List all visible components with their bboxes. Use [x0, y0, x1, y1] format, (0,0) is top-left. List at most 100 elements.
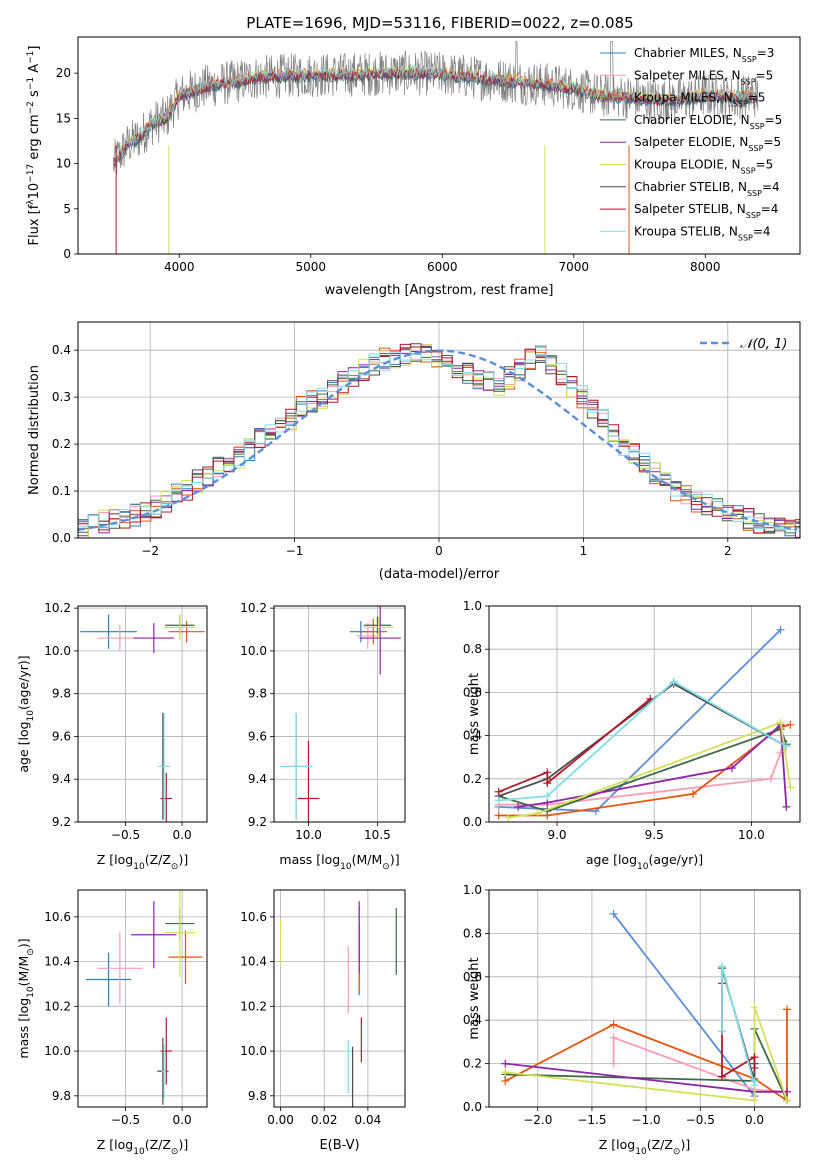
errorbar-points — [80, 614, 205, 822]
axes-frame — [488, 605, 801, 823]
massweight-point-marker — [782, 802, 791, 811]
massweight-point-marker — [750, 1053, 759, 1062]
x-tick-label: 5000 — [296, 260, 327, 274]
label-part: (Z/Z — [647, 1137, 673, 1152]
label-part: Z [log — [97, 852, 133, 867]
spectrum-panel: 4000 5000 6000 7000 8000 0 5 10 15 20 wavelength [… — [26, 36, 801, 298]
histogram-series — [78, 351, 800, 532]
massweight-point-marker — [717, 1027, 726, 1036]
y-tick-label: 10.0 — [44, 644, 71, 658]
x-tick-label: 0.00 — [267, 1113, 294, 1127]
histogram-series — [78, 345, 800, 537]
label-part: 10 — [637, 862, 649, 872]
spectrum-lines — [113, 41, 759, 254]
label-part: ⊙ — [171, 1147, 179, 1157]
y-axis-label: Normed distribution — [27, 365, 42, 495]
label-part: −1 — [26, 77, 36, 90]
y-axis-label: age [log10(age/yr)] — [16, 655, 36, 772]
y-tick-label: 1.0 — [463, 599, 482, 613]
y-tick-label: 10.2 — [44, 601, 71, 615]
massweight-point-marker — [782, 742, 791, 751]
x-tick-label: −1.5 — [577, 1113, 606, 1127]
massweight-point-marker — [750, 1076, 759, 1085]
y-tick-label: 9.6 — [52, 729, 71, 743]
y-tick-label: 10 — [56, 157, 71, 171]
y-tick-label: 0.8 — [463, 926, 482, 940]
x-tick-label: 9.5 — [645, 828, 664, 842]
label-part: (M/M — [352, 852, 383, 867]
legend-text: =5 — [756, 158, 774, 172]
legend-text: =3 — [757, 46, 775, 60]
x-tick-label: 9.0 — [547, 828, 566, 842]
label-part: (Z/Z — [145, 852, 171, 867]
x-axis-label: age [log10(age/yr)] — [586, 852, 703, 872]
y-tick-label: 9.4 — [248, 772, 267, 786]
legend-label: Chabrier ELODIE, NSSP=5 — [634, 113, 782, 130]
legend-label: Kroupa MILES, NSSP=5 — [634, 91, 765, 109]
x-axis-label: E(B-V) — [319, 1138, 359, 1153]
y-tick-label: 9.2 — [248, 815, 267, 829]
label-part: )] — [16, 938, 31, 948]
x-axis-label: Z [log10(Z/Z⊙)] — [97, 1137, 188, 1157]
massweight-series-line — [518, 722, 788, 808]
label-part: −2 — [26, 101, 36, 114]
y-tick-label: 0.6 — [463, 970, 482, 984]
axes-frame — [77, 889, 208, 1108]
mass-vs-metallicity-panel: −0.5 0.09.810.010.210.410.6Z [log10(Z/Z⊙)… — [16, 889, 208, 1157]
y-tick-label: 0.6 — [463, 685, 482, 699]
y-tick-label: 10.0 — [240, 1044, 267, 1058]
massweight-point-marker — [786, 783, 795, 792]
y-tick-label: 9.8 — [52, 687, 71, 701]
y-tick-label: 0.8 — [463, 642, 482, 656]
x-tick-label: −0.5 — [686, 1113, 715, 1127]
x-tick-label: 7000 — [559, 260, 590, 274]
data-spectrum-line — [113, 41, 759, 175]
label-part: 10 — [635, 1147, 647, 1157]
label-part: (Z/Z — [145, 1137, 171, 1152]
x-tick-label: −0.5 — [111, 1113, 140, 1127]
legend-text: Chabrier ELODIE, N — [634, 113, 750, 127]
y-tick-label: 5 — [63, 202, 71, 216]
y-tick-label: 0 — [63, 247, 71, 261]
massweight-series-line — [498, 682, 787, 797]
y-tick-label: 15 — [56, 111, 71, 125]
label-part: (age/yr)] — [648, 852, 703, 867]
massweight-point-marker — [750, 1063, 759, 1072]
label-part: λ — [26, 199, 36, 205]
legend-text: Salpeter STELIB, N — [634, 202, 746, 216]
x-tick-label: 1 — [580, 544, 588, 558]
normal-distribution-curve — [78, 349, 798, 531]
label-part: 10 — [26, 986, 36, 998]
massweight-point-marker — [717, 1072, 726, 1081]
y-axis-label: mass weight — [467, 673, 482, 755]
y-tick-label: 0.0 — [463, 1100, 482, 1114]
label-part: s — [27, 90, 42, 101]
histogram-series — [78, 351, 800, 534]
y-tick-label: 9.8 — [248, 1089, 267, 1103]
x-tick-label: 0 — [435, 544, 443, 558]
legend-sub: SSP — [746, 211, 761, 220]
massweight-point-marker — [750, 1096, 759, 1105]
histogram-series — [78, 343, 800, 534]
label-part: ⊙ — [26, 948, 36, 956]
legend-sub: SSP — [750, 121, 765, 130]
x-tick-label: 0.0 — [173, 828, 192, 842]
legend-text: =5 — [763, 135, 781, 149]
label-part: (age/yr)] — [16, 655, 31, 710]
massweight-point-marker — [504, 813, 513, 822]
massweight-point-marker — [514, 802, 523, 811]
label-part: ⊙ — [382, 862, 390, 872]
age-vs-metallicity-panel: −0.5 0.09.29.49.69.810.010.2Z [log10(Z/Z⊙… — [16, 601, 208, 872]
label-part: )] — [178, 852, 188, 867]
legend-label: Salpeter ELODIE, NSSP=5 — [634, 135, 781, 153]
massweight-point-marker — [609, 1033, 618, 1042]
massweight-vs-age-panel: 9.0 9.5 10.0 0.0 0.2 0.4 0.6 0.8 1.0 age [log10(a… — [463, 599, 801, 872]
massweight-point-marker — [494, 811, 503, 820]
y-tick-label: 9.8 — [52, 1089, 71, 1103]
x-tick-label: 4000 — [164, 260, 195, 274]
massweight-point-marker — [609, 1020, 618, 1029]
x-tick-label: 0.02 — [311, 1113, 338, 1127]
y-tick-label: 0.4 — [52, 343, 71, 357]
legend-sub: SSP — [741, 166, 756, 175]
label-part: mass [log — [16, 998, 31, 1059]
